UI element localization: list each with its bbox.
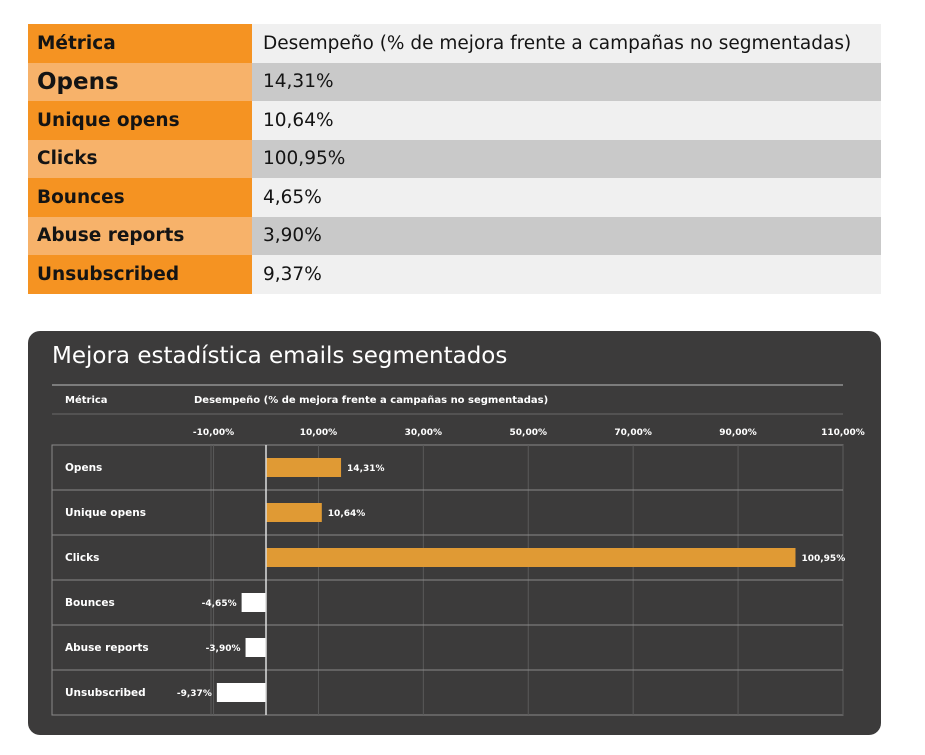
bar [241, 593, 266, 612]
row-value-cell: 9,37% [252, 255, 881, 294]
category-label: Unique opens [65, 507, 146, 519]
row-value-cell: 3,90% [252, 216, 881, 255]
bar-value-label: 14,31% [347, 464, 385, 474]
category-label: Clicks [65, 552, 99, 564]
column-header-performance: Desempeño (% de mejora frente a campañas… [194, 395, 548, 406]
bar-chart: Métrica Desempeño (% de mejora frente a c… [51, 384, 865, 716]
category-label: Abuse reports [65, 642, 149, 654]
row-metric-cell: Abuse reports [28, 216, 252, 255]
row-value-cell: 4,65% [252, 178, 881, 217]
x-tick-label: 90,00% [719, 428, 757, 438]
row-value-cell: 14,31% [252, 62, 881, 101]
row-metric-cell: Unique opens [28, 101, 252, 140]
row-metric-cell: Unsubscribed [28, 255, 252, 294]
bar-value-label: -9,37% [177, 689, 212, 699]
row-metric-cell: Clicks [28, 139, 252, 178]
category-label: Bounces [65, 597, 115, 609]
table-row: Unsubscribed 9,37% [28, 255, 881, 294]
table-row: Bounces 4,65% [28, 178, 881, 217]
row-metric-cell: Opens [28, 62, 252, 101]
x-tick-label: -10,00% [193, 428, 234, 438]
x-tick-label: 110,00% [821, 428, 865, 438]
column-header-metric: Métrica [65, 394, 108, 406]
row-value-cell: 100,95% [252, 139, 881, 178]
table-row: Opens 14,31% [28, 62, 881, 101]
table-row: Unique opens 10,64% [28, 101, 881, 140]
bar-value-label: 100,95% [801, 554, 845, 564]
table-header-row: Métrica Desempeño (% de mejora frente a … [28, 24, 881, 63]
row-value-cell: 10,64% [252, 101, 881, 140]
header-performance-cell: Desempeño (% de mejora frente a campañas… [252, 24, 881, 63]
bar-value-label: 10,64% [328, 509, 366, 519]
chart-panel: Mejora estadística emails segmentados Mé… [28, 331, 881, 735]
category-label: Unsubscribed [65, 687, 146, 699]
x-tick-label: 70,00% [614, 428, 652, 438]
category-label: Opens [65, 462, 102, 474]
bar [266, 458, 342, 477]
bar-value-label: -4,65% [202, 599, 237, 609]
metrics-table: Métrica Desempeño (% de mejora frente a … [28, 24, 881, 294]
bar-value-label: -3,90% [206, 644, 241, 654]
table-row: Clicks 100,95% [28, 139, 881, 178]
bar [216, 683, 266, 702]
metrics-table-body: Métrica Desempeño (% de mejora frente a … [28, 24, 881, 294]
bar [245, 638, 266, 657]
x-tick-label: 30,00% [405, 428, 443, 438]
bar [266, 503, 322, 522]
bar [266, 548, 796, 567]
table-row: Abuse reports 3,90% [28, 216, 881, 255]
row-metric-cell: Bounces [28, 178, 252, 217]
header-metric-cell: Métrica [28, 24, 252, 63]
chart-title: Mejora estadística emails segmentados [52, 343, 508, 369]
x-tick-label: 50,00% [510, 428, 548, 438]
x-tick-label: 10,00% [300, 428, 338, 438]
